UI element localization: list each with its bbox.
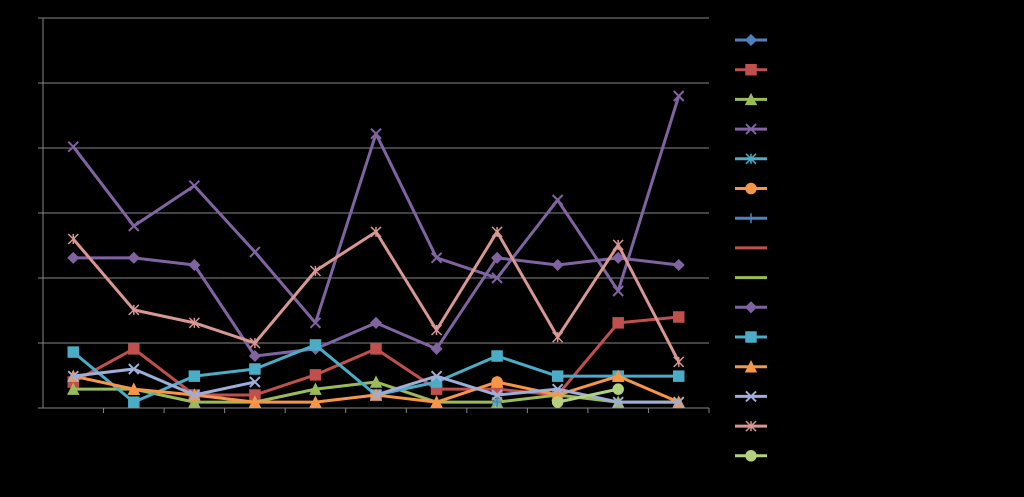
marker bbox=[188, 395, 201, 408]
marker bbox=[745, 123, 757, 135]
marker bbox=[309, 317, 322, 329]
marker bbox=[745, 182, 757, 195]
marker bbox=[551, 370, 564, 382]
marker bbox=[612, 383, 624, 395]
marker bbox=[745, 420, 757, 432]
marker bbox=[491, 389, 503, 401]
marker bbox=[128, 304, 140, 316]
marker bbox=[491, 251, 504, 264]
marker bbox=[745, 153, 757, 165]
marker bbox=[746, 213, 756, 224]
marker bbox=[67, 251, 80, 264]
marker bbox=[370, 389, 382, 401]
marker bbox=[551, 194, 564, 206]
marker bbox=[744, 360, 758, 373]
marker bbox=[745, 450, 757, 462]
marker bbox=[128, 363, 140, 375]
marker bbox=[551, 258, 564, 272]
marker bbox=[309, 382, 322, 395]
marker bbox=[552, 331, 564, 343]
marker bbox=[67, 233, 79, 245]
marker bbox=[672, 370, 685, 382]
marker bbox=[673, 356, 685, 368]
marker bbox=[430, 252, 443, 264]
marker bbox=[309, 395, 322, 408]
series-line bbox=[73, 367, 679, 404]
marker bbox=[249, 363, 261, 375]
marker bbox=[248, 349, 261, 363]
marker bbox=[128, 343, 140, 355]
marker bbox=[188, 179, 201, 192]
marker bbox=[612, 317, 624, 329]
marker bbox=[745, 63, 757, 76]
marker bbox=[745, 390, 757, 403]
marker bbox=[490, 375, 504, 388]
marker bbox=[128, 220, 140, 232]
marker bbox=[491, 226, 503, 238]
marker bbox=[430, 370, 443, 382]
marker bbox=[430, 342, 443, 355]
marker bbox=[248, 395, 262, 408]
marker bbox=[672, 258, 685, 272]
series-line bbox=[557, 387, 619, 404]
series-line bbox=[72, 230, 681, 363]
marker bbox=[491, 272, 503, 284]
marker bbox=[370, 127, 382, 140]
marker bbox=[67, 346, 80, 358]
marker bbox=[673, 90, 685, 102]
marker bbox=[188, 389, 201, 401]
marker bbox=[370, 343, 382, 355]
marker bbox=[430, 395, 443, 408]
marker bbox=[127, 251, 140, 264]
marker bbox=[369, 316, 383, 329]
marker bbox=[249, 376, 261, 388]
marker bbox=[491, 350, 503, 362]
marker bbox=[431, 324, 443, 336]
marker bbox=[612, 251, 625, 264]
marker bbox=[744, 301, 758, 314]
marker bbox=[128, 396, 140, 408]
marker bbox=[492, 397, 503, 408]
marker bbox=[612, 239, 624, 251]
marker bbox=[612, 285, 624, 297]
marker bbox=[309, 369, 322, 381]
marker bbox=[188, 258, 201, 272]
marker bbox=[188, 317, 200, 329]
marker bbox=[249, 337, 261, 349]
marker bbox=[188, 370, 201, 382]
marker bbox=[369, 375, 383, 388]
marker bbox=[309, 265, 321, 277]
marker bbox=[67, 370, 79, 382]
marker bbox=[309, 339, 322, 351]
marker bbox=[249, 246, 261, 258]
marker bbox=[67, 382, 80, 395]
marker bbox=[744, 92, 758, 106]
marker bbox=[127, 382, 141, 395]
marker bbox=[745, 331, 757, 343]
marker bbox=[551, 383, 564, 395]
marker bbox=[551, 396, 564, 408]
marker bbox=[673, 396, 685, 408]
marker bbox=[612, 396, 624, 408]
marker bbox=[611, 369, 625, 382]
marker bbox=[67, 140, 79, 153]
marker bbox=[370, 226, 382, 238]
marker bbox=[744, 33, 758, 47]
marker bbox=[672, 311, 685, 323]
series-line bbox=[73, 256, 679, 358]
